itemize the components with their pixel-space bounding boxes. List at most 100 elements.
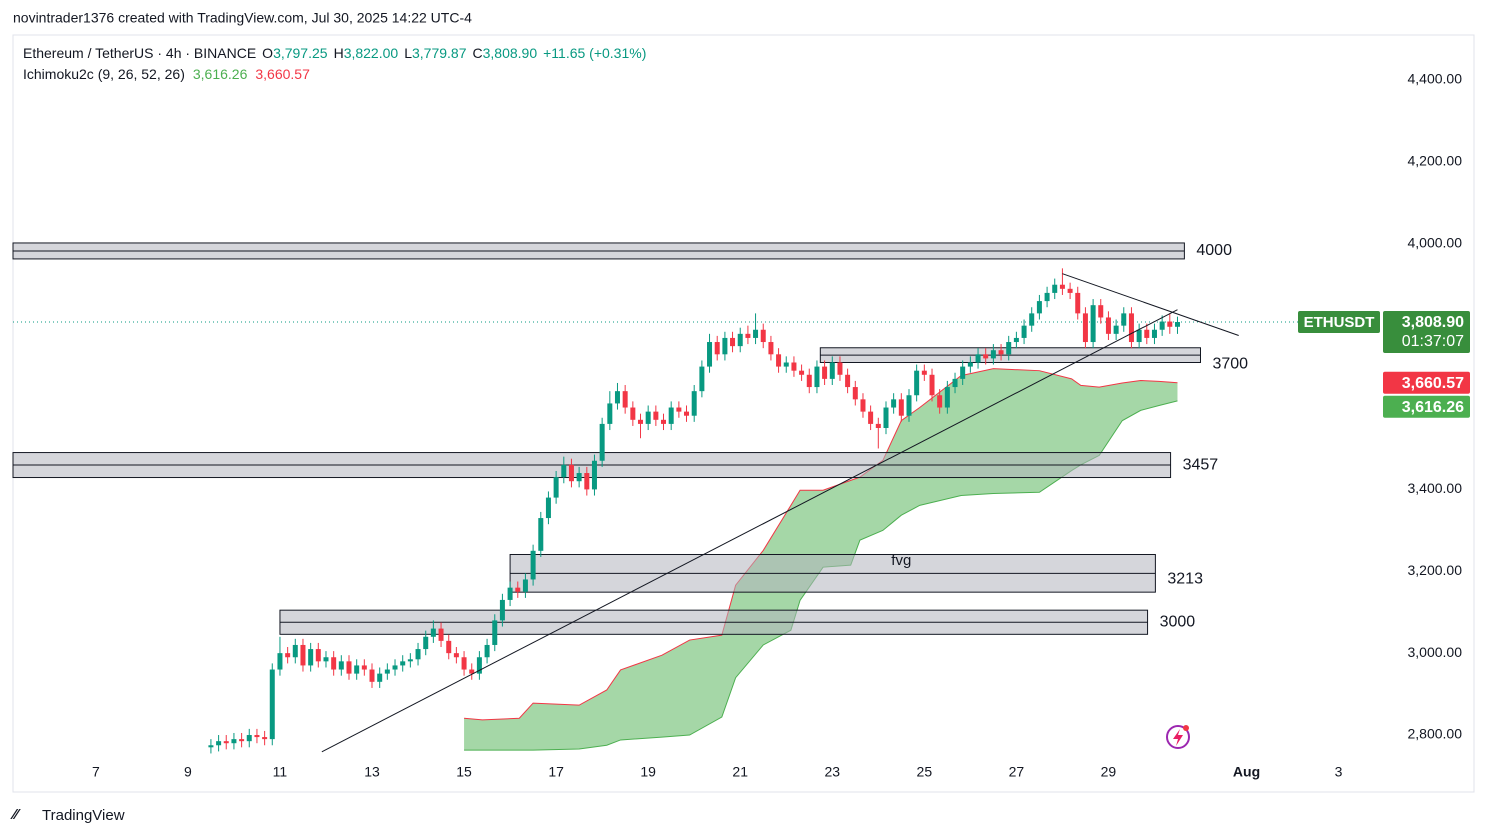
candle-body [1151,329,1157,338]
candle-body [791,362,797,371]
annotation: fvg [891,552,911,569]
candle-body [1105,317,1111,334]
candle-body [653,411,659,420]
x-tick-label: 15 [456,764,472,780]
candle-body [384,669,390,674]
x-tick-label: 23 [824,764,840,780]
candle-body [829,362,835,379]
candle-body [499,599,505,621]
indicator-legend: Ichimoku2c (9, 26, 52, 26) 3,616.26 3,660.… [23,66,310,82]
x-tick-label: 21 [732,764,748,780]
candle-body [860,399,866,412]
ohlc-key: C [472,45,482,61]
candle-body [622,391,628,408]
candle-body [338,661,344,670]
y-tick-label: 4,200.00 [1408,153,1463,169]
symbol-tag: ETHUSDT [1304,314,1375,331]
candle-body [561,464,567,478]
candle-body [1113,325,1119,334]
candle-body [1167,321,1173,327]
indicator-value: 3,616.26 [193,66,248,82]
candle-body [745,333,751,338]
candle-body [760,329,766,343]
candle-body [346,661,352,674]
x-tick-label: 13 [364,764,380,780]
x-tick-label: 29 [1101,764,1117,780]
logo: ⁄⁄ [10,806,22,823]
candle-body [476,657,482,674]
candle-body [822,366,828,379]
candle-body [952,378,958,388]
candle-body [783,362,789,367]
x-tick-label: Aug [1233,764,1260,780]
candle-body [875,423,881,428]
legend: Ethereum / TetherUS · 4h · BINANCE O3,797… [23,45,646,61]
frame [12,34,1475,793]
candle-body [637,419,643,424]
candle-body [568,464,574,482]
candle-body [684,411,690,416]
candle-body [1029,313,1035,326]
candle-body [998,350,1004,355]
candle-body [1067,288,1073,293]
candle-body [1059,284,1065,289]
candle-body [1075,292,1081,314]
last-price: 3,808.90 [1402,314,1464,331]
candle-body [1098,305,1104,318]
ohlc-key: O [262,45,273,61]
candle-body [246,735,252,742]
candle-body [461,657,467,670]
trend-line [1062,273,1239,336]
candle-body [453,653,459,658]
x-tick-label: 7 [92,764,100,780]
zone-label: 3700 [1212,356,1248,373]
candle-body [837,362,843,375]
candle-body [776,354,782,367]
candle-body [614,391,620,404]
candle-body [883,407,889,428]
candle-body [607,403,613,424]
candle-body [852,387,858,400]
candle-body [730,337,736,347]
candle-body [799,370,805,375]
symbol-tag-box [1298,311,1380,334]
candle-body [446,640,452,654]
y-tick-label: 2,800.00 [1408,726,1463,742]
candle-body [300,644,306,666]
x-tick-label: 3 [1335,764,1343,780]
candle-body [937,395,943,408]
candle-body [699,366,705,392]
candle-body [423,636,429,650]
candle-body [737,333,743,347]
candle-body [1090,305,1096,343]
candle-body [231,739,237,744]
zone-label: 3457 [1183,456,1219,473]
zone-label: 4000 [1196,242,1232,259]
candle-body [584,473,590,490]
candle-body [768,342,774,355]
x-tick-label: 11 [273,764,288,780]
indicator-value: 3,660.57 [255,66,310,82]
ohlc-value: 3,822.00 [344,45,399,61]
candle-body [515,587,521,592]
candle-body [285,653,291,658]
candle-body [553,477,559,498]
y-tick-label: 3,400.00 [1408,480,1463,496]
candle-body [292,644,298,658]
x-tick-label: 27 [1009,764,1025,780]
countdown: 01:37:07 [1402,333,1464,350]
candle-body [415,649,421,660]
last-price-box [1383,311,1470,354]
candle-body [1159,321,1165,330]
candle-body [254,735,260,738]
candle-body [806,374,812,388]
candle-body [492,620,498,645]
x-tick-label: 25 [917,764,933,780]
y-tick-label: 4,400.00 [1408,71,1463,87]
candle-body [814,366,820,388]
candle-body [545,497,551,519]
candle-body [522,579,528,592]
candle-body [645,411,651,424]
candle-body [914,370,920,396]
ohlc-value: 3,779.87 [412,45,467,61]
